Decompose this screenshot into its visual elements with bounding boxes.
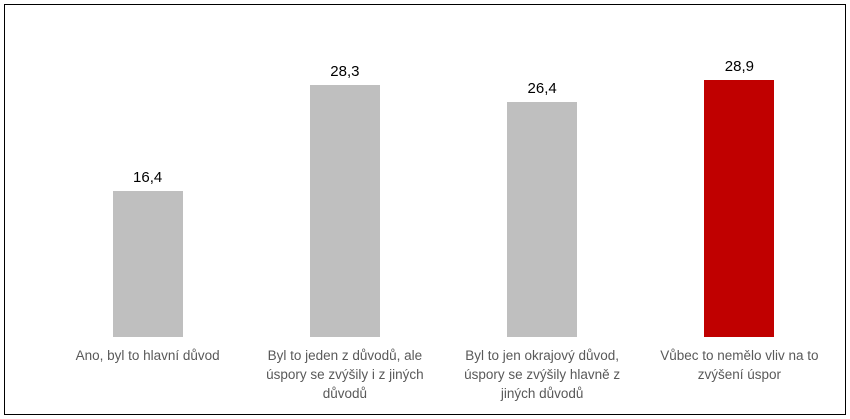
- category-label: Vůbec to nemělo vliv na to zvýšení úspor: [660, 348, 819, 382]
- bar-value-label: 28,3: [330, 63, 360, 80]
- bar-area: 28,3: [246, 5, 443, 337]
- bar-column: 28,3 Byl to jeden z důvodů, ale úspory s…: [246, 5, 443, 413]
- bar-area: 28,9: [641, 5, 838, 337]
- bar-column: 28,9 Vůbec to nemělo vliv na to zvýšení …: [641, 5, 838, 413]
- category-label: Ano, byl to hlavní důvod: [75, 348, 220, 363]
- bar: [112, 191, 183, 337]
- bar-value-label: 26,4: [527, 80, 557, 97]
- bar: [507, 102, 578, 337]
- bar: [704, 80, 775, 337]
- chart-frame: 16,4 Ano, byl to hlavní důvod 28,3 Byl t…: [4, 4, 846, 415]
- bar-value-label: 16,4: [133, 169, 163, 186]
- bar-column: 26,4 Byl to jen okrajový důvod, úspory s…: [444, 5, 641, 413]
- bar-value-label: 28,9: [724, 58, 754, 75]
- bar-column: 16,4 Ano, byl to hlavní důvod: [49, 5, 246, 413]
- category-label: Byl to jen okrajový důvod, úspory se zvý…: [464, 348, 621, 401]
- category-label: Byl to jeden z důvodů, ale úspory se zvý…: [266, 348, 424, 401]
- bar-area: 26,4: [444, 5, 641, 337]
- bar-area: 16,4: [49, 5, 246, 337]
- plot-area: 16,4 Ano, byl to hlavní důvod 28,3 Byl t…: [49, 5, 838, 413]
- bar: [309, 85, 380, 337]
